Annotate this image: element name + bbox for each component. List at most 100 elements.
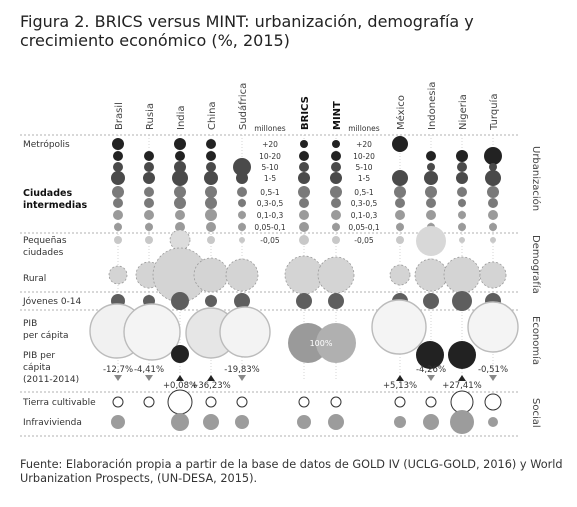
source-note: Fuente: Elaboración propia a partir de l…	[20, 458, 563, 485]
youth-bubble	[328, 293, 344, 309]
urbanization-bubble	[394, 186, 406, 198]
row-label-gdp-per-capita: per cápita	[23, 331, 69, 341]
arable-land-bubble	[205, 396, 217, 408]
size-band-label: 1-5	[264, 174, 276, 183]
growth-label: -4,26%	[416, 365, 446, 375]
unit-label-2: millones	[348, 124, 380, 133]
gdp-reference-label: 100%	[310, 339, 333, 348]
urbanization-bubble	[144, 151, 154, 161]
urbanization-bubble	[174, 186, 186, 198]
row-label-small-cities: Pequeñas	[23, 236, 67, 246]
urbanization-bubble	[174, 138, 186, 150]
urbanization-bubble	[299, 235, 309, 245]
column-header-brics: BRICS	[300, 96, 311, 130]
urbanization-bubble	[238, 199, 246, 207]
column-header-méxico: México	[395, 95, 407, 130]
gdp-bubble	[371, 299, 427, 355]
column-header-turquía: Turquía	[488, 94, 500, 131]
urbanization-bubble	[205, 197, 217, 209]
urbanization-bubble	[174, 197, 186, 209]
size-band-label: 0,3-0,5	[351, 199, 378, 208]
row-label-gdp-per-capita: PIB	[23, 319, 37, 329]
growth-label: -0,51%	[478, 365, 508, 375]
size-band-label: 0,3-0,5	[257, 199, 284, 208]
slums-bubble	[203, 414, 219, 430]
column-header-china: China	[207, 101, 218, 130]
group-label-economía: Economía	[530, 316, 542, 365]
size-band-label: -0,05	[260, 236, 280, 245]
row-label-slums: Infravivienda	[23, 418, 82, 428]
urbanization-bubble	[236, 172, 248, 184]
group-label-urbanización: Urbanización	[530, 146, 542, 211]
urbanization-bubble	[144, 198, 154, 208]
urbanization-bubble	[112, 138, 124, 150]
urbanization-bubble	[489, 163, 497, 171]
row-label-rural: Rural	[23, 274, 46, 284]
row-label-gdp-growth: (2011-2014)	[23, 375, 79, 385]
urbanization-bubble	[114, 236, 122, 244]
urbanization-bubble	[426, 210, 436, 220]
urbanization-bubble	[239, 237, 245, 243]
gdp-bubble-nigeria	[448, 341, 476, 369]
urbanization-bubble	[488, 210, 498, 220]
urbanization-bubble	[114, 223, 122, 231]
size-band-label: 0,5-1	[354, 188, 374, 197]
urbanization-bubble	[113, 210, 123, 220]
urbanization-bubble	[331, 162, 341, 172]
group-label-demografía: Demografía	[530, 235, 542, 294]
urbanization-bubble	[424, 171, 438, 185]
column-header-indonesia: Indonesia	[427, 82, 438, 130]
size-band-label: 0,5-1	[260, 188, 280, 197]
gdp-bubble-indonesia	[416, 341, 444, 369]
urbanization-bubble	[145, 223, 153, 231]
arable-land-bubble	[330, 396, 342, 408]
urbanization-bubble	[490, 237, 496, 243]
urbanization-bubble	[395, 210, 405, 220]
growth-arrow-down	[489, 375, 497, 381]
growth-arrow-down	[238, 375, 246, 381]
urbanization-bubble	[426, 151, 436, 161]
arable-land-bubble	[394, 396, 406, 408]
size-band-label: 0,05-0,1	[254, 223, 286, 232]
urbanization-bubble	[299, 162, 309, 172]
gdp-bubble	[123, 303, 181, 361]
urbanization-bubble	[144, 210, 154, 220]
urbanization-bubble	[205, 186, 217, 198]
rural-bubble	[479, 261, 507, 289]
size-band-label: 10-20	[353, 152, 375, 161]
row-label-gdp-growth: PIB per	[23, 351, 55, 361]
urbanization-bubble	[207, 236, 215, 244]
urbanization-bubble	[298, 186, 310, 198]
growth-label: +36,23%	[191, 381, 231, 391]
urbanization-bubble	[485, 170, 501, 186]
urbanization-bubble	[238, 223, 246, 231]
urbanization-bubble	[425, 186, 437, 198]
urbanization-bubble	[172, 170, 188, 186]
row-label-gdp-growth: cápita	[23, 363, 51, 373]
urbanization-bubble	[457, 162, 467, 172]
urbanization-bubble	[299, 210, 309, 220]
urbanization-bubble	[459, 237, 465, 243]
urbanization-bubble	[331, 151, 341, 161]
group-label-social: Social	[530, 398, 541, 428]
size-band-label: -0,05	[354, 236, 374, 245]
size-band-label: 0,05-0,1	[348, 223, 380, 232]
slums-bubble	[450, 410, 474, 434]
urbanization-bubble	[111, 171, 125, 185]
youth-bubble	[234, 293, 250, 309]
urbanization-bubble	[330, 186, 342, 198]
arable-land-bubble	[112, 396, 124, 408]
column-header-rusia: Rusia	[145, 103, 156, 130]
urbanization-bubble	[300, 140, 308, 148]
urbanization-bubble	[113, 151, 123, 161]
urbanization-bubble	[332, 140, 340, 148]
youth-bubble	[205, 295, 217, 307]
growth-label: -19,83%	[224, 365, 259, 375]
urbanization-bubble	[238, 211, 246, 219]
slums-bubble	[423, 414, 439, 430]
urbanization-bubble	[204, 171, 218, 185]
urbanization-bubble	[331, 210, 341, 220]
rural-bubble	[193, 257, 229, 293]
rural-bubble	[414, 258, 448, 292]
